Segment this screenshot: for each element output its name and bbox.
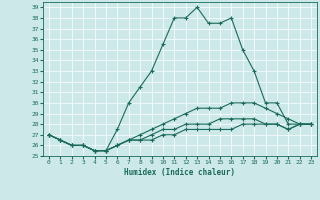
X-axis label: Humidex (Indice chaleur): Humidex (Indice chaleur) <box>124 168 236 177</box>
